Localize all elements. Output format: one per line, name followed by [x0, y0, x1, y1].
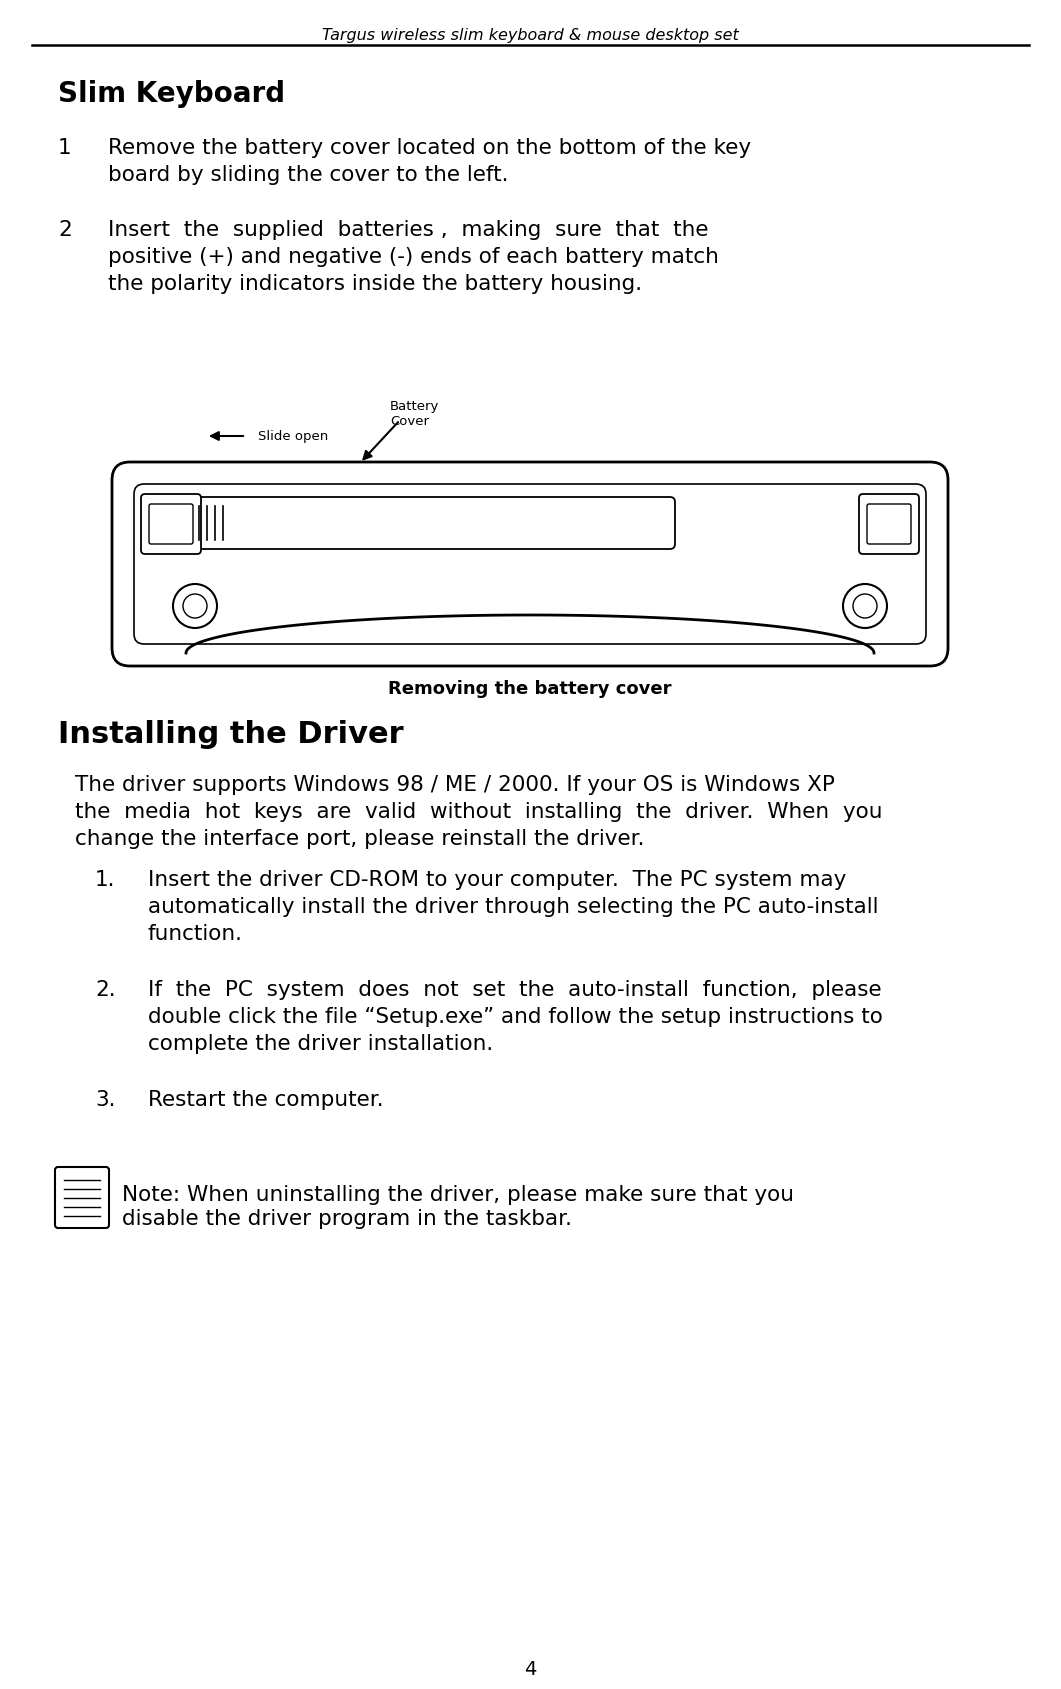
FancyBboxPatch shape [180, 497, 675, 549]
Text: Insert  the  supplied  batteries ,  making  sure  that  the: Insert the supplied batteries , making s… [108, 220, 709, 240]
Text: the polarity indicators inside the battery housing.: the polarity indicators inside the batte… [108, 274, 642, 294]
Text: Slide open: Slide open [258, 429, 328, 443]
Text: the  media  hot  keys  are  valid  without  installing  the  driver.  When  you: the media hot keys are valid without ins… [75, 802, 883, 823]
Circle shape [843, 584, 887, 628]
Text: Note: When uninstalling the driver, please make sure that you: Note: When uninstalling the driver, plea… [122, 1186, 794, 1204]
FancyBboxPatch shape [134, 485, 926, 644]
FancyBboxPatch shape [55, 1167, 109, 1228]
Circle shape [853, 595, 877, 618]
Text: 1.: 1. [95, 870, 116, 890]
FancyBboxPatch shape [112, 463, 947, 665]
Text: Remove the battery cover located on the bottom of the key: Remove the battery cover located on the … [108, 138, 751, 159]
Text: Battery
Cover: Battery Cover [390, 400, 439, 427]
Text: Installing the Driver: Installing the Driver [58, 720, 403, 748]
Text: board by sliding the cover to the left.: board by sliding the cover to the left. [108, 166, 508, 186]
Text: 2: 2 [58, 220, 72, 240]
Text: change the interface port, please reinstall the driver.: change the interface port, please reinst… [75, 829, 644, 850]
FancyBboxPatch shape [867, 503, 911, 544]
Text: 4: 4 [524, 1660, 536, 1679]
Text: automatically install the driver through selecting the PC auto-install: automatically install the driver through… [147, 897, 879, 917]
Text: 2.: 2. [95, 980, 116, 1000]
Text: double click the file “Setup.exe” and follow the setup instructions to: double click the file “Setup.exe” and fo… [147, 1007, 883, 1027]
Text: Insert the driver CD-ROM to your computer.  The PC system may: Insert the driver CD-ROM to your compute… [147, 870, 847, 890]
Text: complete the driver installation.: complete the driver installation. [147, 1034, 493, 1054]
FancyBboxPatch shape [141, 493, 201, 554]
Text: If  the  PC  system  does  not  set  the  auto-install  function,  please: If the PC system does not set the auto-i… [147, 980, 882, 1000]
FancyBboxPatch shape [859, 493, 919, 554]
Text: Restart the computer.: Restart the computer. [147, 1089, 384, 1110]
Text: function.: function. [147, 924, 243, 944]
Text: Removing the battery cover: Removing the battery cover [388, 681, 672, 698]
Text: Targus wireless slim keyboard & mouse desktop set: Targus wireless slim keyboard & mouse de… [321, 29, 738, 42]
Text: Slim Keyboard: Slim Keyboard [58, 79, 285, 108]
FancyBboxPatch shape [149, 503, 193, 544]
Circle shape [173, 584, 218, 628]
Text: 3.: 3. [95, 1089, 116, 1110]
Text: 1: 1 [58, 138, 72, 159]
Text: The driver supports Windows 98 / ME / 2000. If your OS is Windows XP: The driver supports Windows 98 / ME / 20… [75, 775, 835, 796]
Circle shape [182, 595, 207, 618]
Text: disable the driver program in the taskbar.: disable the driver program in the taskba… [122, 1209, 572, 1230]
Text: positive (+) and negative (-) ends of each battery match: positive (+) and negative (-) ends of ea… [108, 247, 719, 267]
